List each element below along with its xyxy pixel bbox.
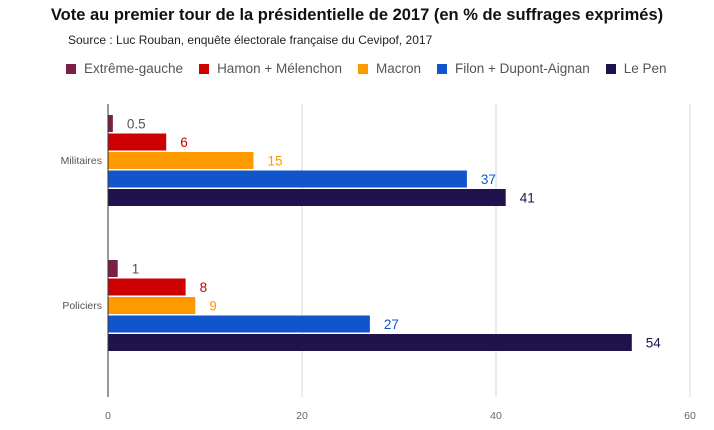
bar bbox=[108, 133, 167, 151]
bar bbox=[108, 115, 113, 132]
legend-swatch-le-pen bbox=[605, 63, 616, 74]
data-label: 54 bbox=[646, 336, 662, 351]
data-label: 37 bbox=[481, 172, 496, 187]
legend: Extrême-gauche Hamon + Mélenchon Macron … bbox=[66, 61, 706, 76]
category-label: Policiers bbox=[62, 300, 102, 312]
x-tick-label: 60 bbox=[684, 410, 696, 422]
category-label: Militaires bbox=[61, 155, 102, 167]
legend-swatch-hamon-melenchon bbox=[199, 63, 210, 74]
bar bbox=[108, 152, 254, 169]
legend-item-filon-dupont-aignan[interactable]: Filon + Dupont-Aignan bbox=[437, 61, 590, 76]
legend-item-le-pen[interactable]: Le Pen bbox=[605, 61, 667, 76]
x-tick-label: 20 bbox=[296, 410, 308, 422]
data-label: 1 bbox=[132, 262, 140, 277]
legend-label-macron: Macron bbox=[376, 61, 422, 76]
legend-label-filon-dupont-aignan: Filon + Dupont-Aignan bbox=[455, 61, 590, 76]
legend-label-extreme-gauche: Extrême-gauche bbox=[84, 61, 184, 76]
bar bbox=[108, 278, 186, 296]
data-label: 9 bbox=[209, 299, 217, 314]
data-label: 0.5 bbox=[127, 117, 146, 132]
bar bbox=[108, 315, 370, 333]
legend-swatch-macron bbox=[358, 63, 369, 74]
bar bbox=[108, 170, 467, 188]
chart-title: Vote au premier tour de la présidentiell… bbox=[50, 6, 664, 24]
data-label: 6 bbox=[180, 135, 188, 150]
legend-item-hamon-melenchon[interactable]: Hamon + Mélenchon bbox=[199, 61, 342, 76]
data-label: 8 bbox=[200, 280, 208, 295]
chart-subtitle: Source : Luc Rouban, enquête électorale … bbox=[68, 33, 433, 47]
data-label: 41 bbox=[520, 191, 535, 206]
bar bbox=[108, 297, 196, 314]
bar bbox=[108, 260, 118, 277]
legend-item-macron[interactable]: Macron bbox=[358, 61, 421, 76]
legend-label-le-pen: Le Pen bbox=[623, 61, 667, 76]
data-label: 27 bbox=[384, 317, 399, 332]
bar bbox=[108, 334, 632, 351]
data-label: 15 bbox=[268, 154, 283, 169]
legend-swatch-filon-dupont-aignan bbox=[437, 63, 448, 74]
legend-label-hamon-melenchon: Hamon + Mélenchon bbox=[217, 61, 343, 76]
x-tick-label: 0 bbox=[105, 410, 111, 422]
bar bbox=[108, 189, 506, 206]
legend-item-extreme-gauche[interactable]: Extrême-gauche bbox=[66, 61, 183, 76]
x-tick-label: 40 bbox=[490, 410, 502, 422]
legend-swatch-extreme-gauche bbox=[66, 63, 76, 74]
